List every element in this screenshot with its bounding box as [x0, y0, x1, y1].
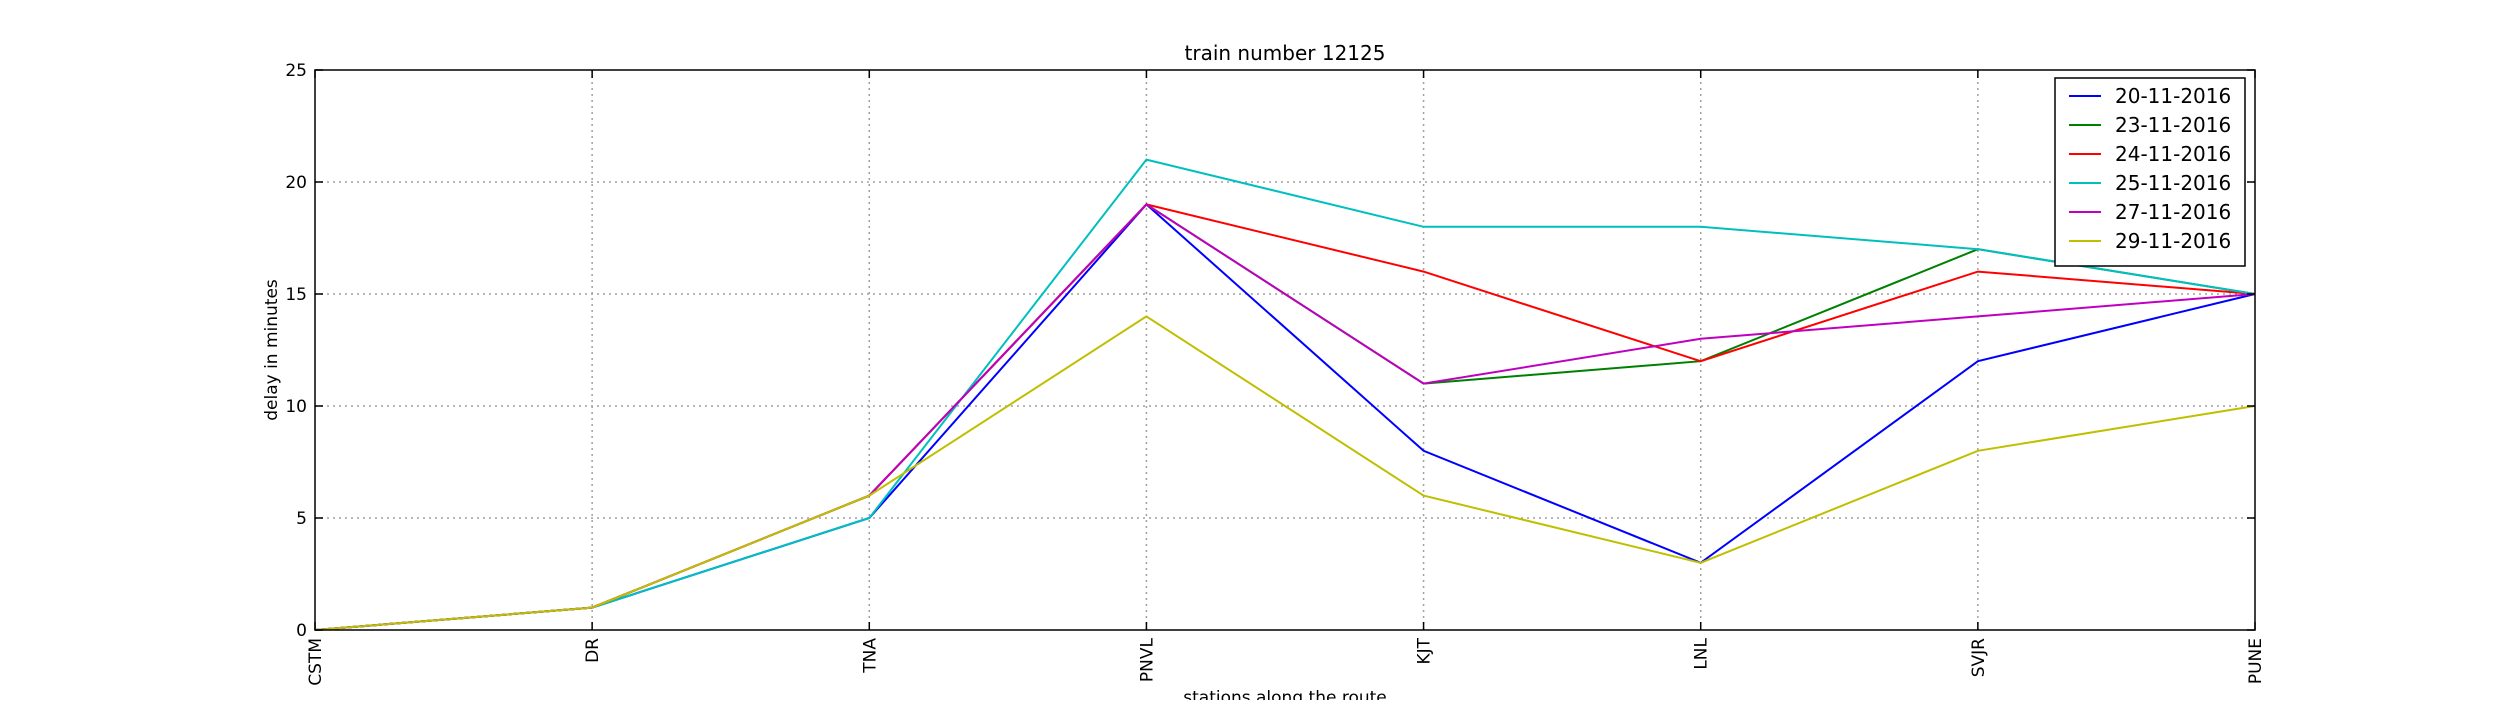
- x-tick-label: SVJR: [1969, 638, 1989, 677]
- y-tick-label: 15: [285, 285, 307, 305]
- y-tick-label: 10: [285, 397, 307, 417]
- series-line-25-11-2016: [314, 158, 2256, 631]
- series-line-23-11-2016: [314, 203, 2256, 631]
- legend-label: 25-11-2016: [2115, 171, 2231, 195]
- x-tick-label: PNVL: [1137, 637, 1157, 682]
- x-tick-label: KJT: [1415, 637, 1435, 664]
- y-tick-label: 5: [296, 509, 307, 529]
- legend-label: 27-11-2016: [2115, 200, 2231, 224]
- x-axis-label: stations along the route: [1183, 688, 1387, 700]
- y-tick-label: 20: [285, 173, 307, 193]
- plot-frame: [314, 69, 2256, 631]
- grid: [315, 70, 2255, 630]
- legend: 20-11-2016 23-11-2016 24-11-2016 25-11-2016…: [2054, 77, 2246, 267]
- y-tick-label: 0: [296, 621, 307, 641]
- axis-ticks: 0 5 10 15 20 25 CSTM DR TNA PNVL KJT LNL SVJR PUNE: [285, 61, 2266, 686]
- legend-label: 23-11-2016: [2115, 113, 2231, 137]
- x-tick-label: LNL: [1692, 637, 1712, 669]
- x-tick-label: CSTM: [306, 638, 326, 686]
- series-line-29-11-2016: [314, 315, 2256, 631]
- legend-label: 29-11-2016: [2115, 229, 2231, 253]
- series-line-24-11-2016: [314, 203, 2256, 631]
- y-axis-label: delay in minutes: [262, 279, 282, 421]
- y-tick-label: 25: [285, 61, 307, 81]
- series-line-20-11-2016: [314, 202, 2256, 631]
- x-tick-label: PUNE: [2246, 638, 2266, 684]
- legend-label: 20-11-2016: [2115, 84, 2231, 108]
- chart-title: train number 12125: [1185, 41, 1386, 65]
- legend-label: 24-11-2016: [2115, 142, 2231, 166]
- x-tick-label: TNA: [860, 638, 880, 674]
- x-tick-label: DR: [583, 638, 603, 663]
- legend-box: [2054, 77, 2246, 267]
- series-line-27-11-2016: [314, 203, 2256, 631]
- series-group: [314, 158, 2256, 631]
